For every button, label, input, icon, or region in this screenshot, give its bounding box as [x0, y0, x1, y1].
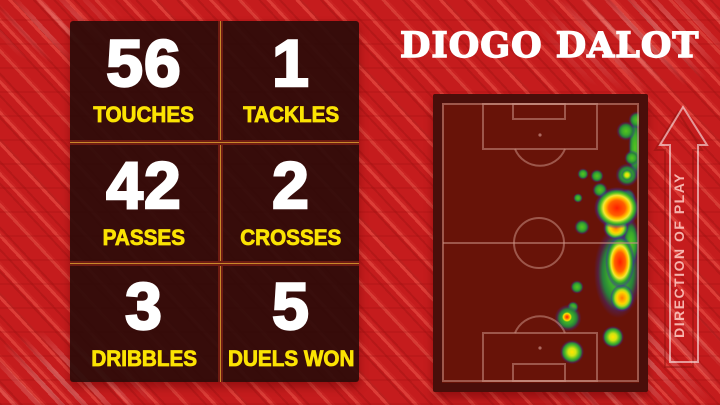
stat-label-duels-won: DUELS WON: [227, 345, 355, 371]
direction-of-play-arrow: DIRECTION OF PLAY: [653, 105, 709, 368]
page-title: DIOGO DALOT: [399, 24, 700, 66]
stat-value-duels-won: 5: [271, 269, 310, 344]
pitch-frame: [433, 94, 648, 392]
stat-cell-passes: 42 PASSES: [70, 145, 218, 261]
stat-value-crosses: 2: [271, 148, 310, 223]
stat-cell-duels-won: 5 DUELS WON: [223, 266, 359, 382]
arrow-shadow-outline: [653, 110, 704, 368]
stat-label-dribbles: DRIBBLES: [91, 345, 197, 371]
stat-cell-touches: 56 TOUCHES: [70, 21, 218, 140]
stat-value-passes: 42: [105, 148, 182, 223]
stat-value-tackles: 1: [271, 25, 310, 100]
stat-label-crosses: CROSSES: [240, 224, 342, 250]
center-circle: [513, 217, 565, 269]
stat-cell-dribbles: 3 DRIBBLES: [70, 266, 218, 382]
penalty-arc-bottom: [514, 315, 566, 334]
stat-value-touches: 56: [105, 25, 182, 100]
stat-cell-tackles: 1 TACKLES: [223, 21, 359, 140]
stat-cell-crosses: 2 CROSSES: [223, 145, 359, 261]
goal-area-top: [512, 103, 566, 120]
pitch-markings: [442, 103, 639, 382]
direction-of-play-label: DIRECTION OF PLAY: [671, 172, 687, 338]
goal-area-bottom: [512, 363, 566, 382]
panel-divider-horizontal-2: [70, 261, 359, 266]
penalty-arc-top: [514, 148, 566, 167]
stat-value-dribbles: 3: [124, 269, 163, 344]
arrow-outline: [658, 105, 709, 363]
penalty-spot-top: [538, 133, 542, 137]
penalty-area-bottom: [482, 332, 598, 382]
stats-panel: 56 TOUCHES 1 TACKLES 42 PASSES 2 CROSSES…: [70, 21, 359, 382]
penalty-spot-bottom: [538, 346, 542, 350]
penalty-area-top: [482, 103, 598, 150]
panel-divider-horizontal-1: [70, 140, 359, 145]
pitch-heatmap: [442, 103, 639, 383]
stat-label-touches: TOUCHES: [93, 102, 195, 128]
panel-divider-vertical: [218, 21, 223, 382]
stat-label-tackles: TACKLES: [242, 102, 340, 128]
stat-label-passes: PASSES: [102, 224, 186, 250]
